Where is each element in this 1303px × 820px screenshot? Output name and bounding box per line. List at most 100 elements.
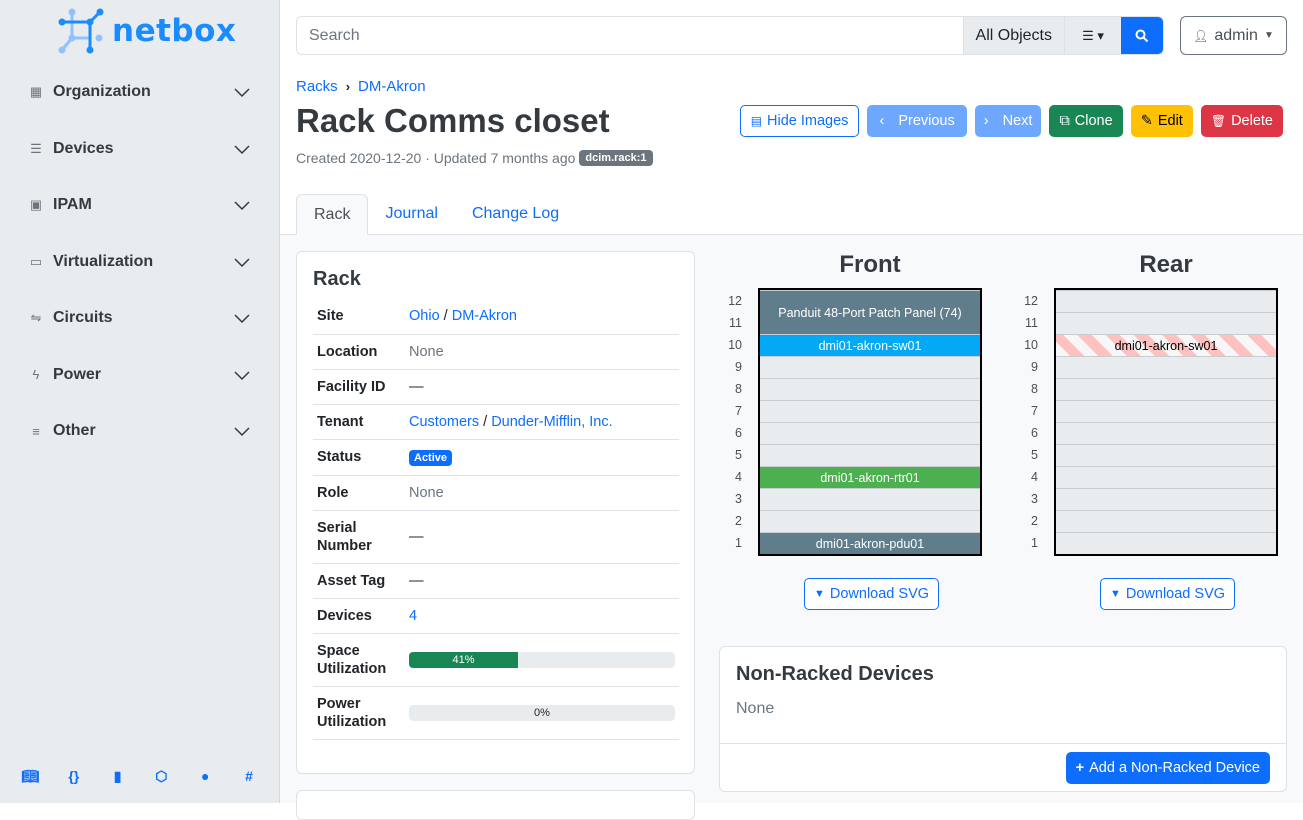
download-front-svg-button[interactable]: ▼ Download SVG [804,578,940,610]
chevron-down-icon [234,314,250,324]
tab-journal[interactable]: Journal [385,205,438,222]
tabs: Rack Journal Change Log [280,194,1303,235]
hide-images-button[interactable]: ▤ Hide Images [739,105,860,137]
rack-unit-slot[interactable] [1056,290,1276,312]
page-title: Rack Comms closet [296,102,610,139]
user-menu[interactable]: 👤︎ admin ▼ [1180,16,1287,55]
row-label: Asset Tag [313,563,405,599]
sidebar-item-other[interactable]: ≡ Other [0,403,279,460]
rack-unit-slot[interactable] [760,378,980,400]
object-tag-badge: dcim.rack:1 [579,150,653,166]
rack-unit-slot[interactable] [1056,400,1276,422]
netbox-logo[interactable]: netbox [58,8,236,54]
api-icon[interactable]: {} [68,768,80,784]
filter-icon: ☰ ▾ [1082,27,1104,43]
card-title: Non-Racked Devices [736,663,934,685]
brand-name: netbox [112,13,237,49]
tab-content: Rack Site Ohio / DM-Akron Location None Fa… [280,235,1303,820]
tenant-group-link[interactable]: Customers [409,413,480,430]
rack-unit-slot[interactable] [1056,510,1276,532]
github-icon[interactable]: ● [200,768,210,784]
tab-change-log[interactable]: Change Log [471,205,560,222]
site-link[interactable]: DM-Akron [451,308,517,325]
rack-device[interactable]: dmi01-akron-pdu01 [760,532,980,554]
file-image-icon: ▤ [750,114,763,128]
flash-icon: ϟ [32,367,40,383]
sidebar-item-devices[interactable]: ☰ Devices [0,121,279,178]
region-link[interactable]: Ohio [409,308,440,325]
front-title: Front [839,251,901,278]
search-button[interactable] [1121,17,1163,54]
unit-number: 3 [1031,492,1038,506]
sidebar-item-label: Virtualization [53,252,154,270]
rack-device[interactable]: dmi01-akron-sw01 [1056,334,1276,356]
rack-device[interactable]: dmi01-akron-sw01 [760,334,980,356]
download-rear-svg-button[interactable]: ▼ Download SVG [1100,578,1236,610]
sidebar: netbox ▦ Organization ☰ Devices ▣ IPAM ▭ Vir… [0,0,280,803]
edit-button[interactable]: ✎ Edit [1130,105,1193,137]
delete-button[interactable]: 🗑︎ Delete [1200,105,1283,137]
rack-unit-slot[interactable] [760,444,980,466]
rear-title: Rear [1139,251,1193,278]
table-row: Space Utilization 41% [313,633,679,687]
rack-unit-slot[interactable] [1056,356,1276,378]
button-label: Add a Non-Racked Device [1089,760,1260,776]
rear-rack-elevation: dmi01-akron-sw01 [1054,288,1278,556]
main: Search All Objects ☰ ▾ 👤︎ admin ▼ Racks › … [280,0,1303,820]
tab-rack[interactable]: Rack [296,194,369,235]
graphql-icon[interactable]: ⬡ [155,768,168,784]
button-label: Next [1002,113,1033,129]
breadcrumb-site[interactable]: DM-Akron [358,78,426,95]
rack-unit-slot[interactable] [760,356,980,378]
rack-unit-slot[interactable] [760,400,980,422]
unit-number: 7 [735,404,742,418]
chevron-down-icon [234,88,250,98]
row-label: Status [313,439,405,476]
tenant-link[interactable]: Dunder-Mifflin, Inc. [491,413,613,430]
button-label: Download SVG [1125,586,1226,602]
search-scope-select[interactable]: All Objects [962,17,1064,54]
unit-number: 1 [1031,536,1038,550]
rack-unit-slot[interactable] [760,488,980,510]
breadcrumb-racks[interactable]: Racks [296,78,338,95]
rack-unit-slot[interactable] [760,422,980,444]
progress-label: 0% [534,706,550,719]
row-value: — [405,510,679,564]
table-row: Status Active [313,439,679,476]
rack-unit-slot[interactable] [1056,422,1276,444]
rack-unit-slot[interactable] [760,510,980,532]
book-icon[interactable]: 📖︎ [21,768,39,784]
previous-button[interactable]: ‹ Previous [867,105,967,137]
clone-button[interactable]: ⧉ Clone [1049,105,1123,137]
rack-unit-slot[interactable] [1056,444,1276,466]
next-button[interactable]: › Next [974,105,1042,137]
docs-icon[interactable]: ▮ [113,768,122,784]
rack-unit-slot[interactable] [1056,466,1276,488]
button-label: Clone [1074,113,1113,129]
search-input[interactable]: Search [309,26,360,44]
sidebar-item-virtualization[interactable]: ▭ Virtualization [0,234,279,291]
sidebar-item-ipam[interactable]: ▣ IPAM [0,177,279,234]
rack-device[interactable]: Panduit 48-Port Patch Panel (74) [760,290,980,334]
table-row: Location None [313,334,679,370]
sidebar-item-circuits[interactable]: ⇋ Circuits [0,290,279,347]
rack-unit-slot[interactable] [1056,488,1276,510]
file-download-icon: ▼ [814,588,825,600]
caret-down-icon: ▼ [1263,30,1274,41]
slack-icon[interactable]: # [245,768,253,784]
row-value: None [405,334,679,370]
non-racked-devices-card: Non-Racked Devices None + Add a Non-Racke… [719,646,1287,792]
sidebar-item-label: Power [53,365,102,383]
rack-unit-slot[interactable] [1056,378,1276,400]
table-row: Facility ID — [313,369,679,405]
rack-device[interactable]: dmi01-akron-rtr01 [760,466,980,488]
monitor-icon: ▭ [29,253,43,269]
rack-unit-slot[interactable] [1056,312,1276,334]
sidebar-item-organization[interactable]: ▦ Organization [0,64,279,121]
sidebar-item-power[interactable]: ϟ Power [0,347,279,404]
add-non-racked-device-button[interactable]: + Add a Non-Racked Device [1065,752,1270,784]
devices-count-link[interactable]: 4 [409,607,418,624]
search-filter-button[interactable]: ☰ ▾ [1064,17,1121,54]
rack-unit-slot[interactable] [1056,532,1276,554]
sidebar-item-label: Organization [53,83,151,101]
